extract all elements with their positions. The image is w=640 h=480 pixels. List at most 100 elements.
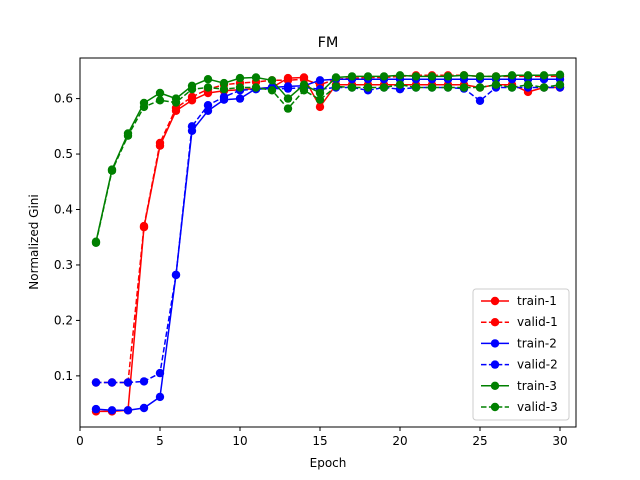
y-tick-label: 0.2: [54, 313, 73, 327]
data-point: [555, 80, 565, 89]
data-point: [427, 72, 437, 81]
x-tick-label: 10: [232, 434, 247, 448]
data-point: [267, 86, 277, 95]
x-tick-label: 0: [76, 434, 84, 448]
data-point: [459, 83, 469, 92]
legend-marker: [490, 402, 500, 412]
data-point: [379, 72, 389, 81]
legend-label: train-2: [517, 336, 557, 350]
data-point: [539, 83, 549, 92]
legend-label: train-3: [517, 379, 557, 393]
data-point: [91, 378, 101, 387]
data-point: [395, 71, 405, 80]
data-point: [347, 72, 357, 81]
data-point: [219, 85, 229, 94]
data-point: [475, 72, 485, 81]
legend-marker: [490, 360, 500, 369]
data-point: [235, 83, 245, 92]
data-point: [539, 71, 549, 80]
data-point: [235, 94, 245, 103]
y-tick-label: 0.3: [54, 258, 73, 272]
data-point: [203, 75, 213, 84]
data-point: [155, 392, 165, 402]
legend-label: valid-1: [517, 315, 558, 329]
data-point: [555, 70, 565, 79]
data-point: [363, 83, 373, 92]
data-point: [187, 85, 197, 94]
x-axis-label: Epoch: [310, 456, 347, 470]
data-point: [123, 378, 133, 387]
x-tick-label: 30: [552, 434, 567, 448]
data-point: [331, 82, 341, 91]
data-point: [475, 96, 485, 106]
series-valid-3: [91, 80, 565, 247]
data-point: [155, 138, 165, 148]
data-point: [459, 71, 469, 80]
y-tick-label: 0.5: [54, 147, 73, 161]
data-point: [363, 72, 373, 81]
legend-label: valid-2: [517, 358, 558, 372]
data-point: [171, 98, 181, 107]
data-point: [107, 406, 117, 415]
data-point: [155, 96, 165, 105]
data-point: [219, 78, 229, 88]
data-point: [507, 71, 517, 80]
data-point: [475, 83, 485, 92]
y-tick-label: 0.4: [54, 203, 73, 217]
data-point: [507, 83, 517, 92]
data-point: [315, 95, 325, 104]
data-point: [251, 73, 261, 82]
data-point: [411, 72, 421, 81]
data-point: [315, 102, 325, 112]
data-point: [299, 86, 309, 95]
data-point: [411, 83, 421, 92]
data-point: [171, 270, 181, 280]
data-point: [203, 101, 213, 110]
x-tick-label: 20: [392, 434, 407, 448]
data-point: [251, 83, 261, 92]
plot-area: [91, 70, 565, 416]
data-point: [427, 83, 437, 92]
x-tick-label: 15: [312, 434, 327, 448]
data-point: [203, 83, 213, 92]
data-point: [123, 131, 133, 140]
data-point: [283, 76, 293, 85]
data-point: [267, 76, 277, 85]
data-point: [187, 92, 197, 102]
data-point: [155, 88, 165, 98]
data-point: [283, 104, 293, 113]
legend-marker: [490, 318, 500, 327]
data-point: [523, 80, 533, 89]
data-point: [123, 406, 133, 415]
data-point: [219, 92, 229, 102]
data-point: [491, 80, 501, 89]
data-point: [107, 378, 117, 387]
data-point: [331, 73, 341, 82]
plot-frame: [79, 57, 577, 428]
data-point: [315, 88, 325, 98]
data-point: [139, 403, 149, 413]
data-point: [315, 76, 325, 85]
legend: train-1 valid-1 train-2 valid-2 train-3 valid…: [472, 288, 570, 421]
legend-label: valid-3: [517, 400, 558, 414]
legend-label: train-1: [517, 294, 557, 308]
data-point: [235, 73, 245, 83]
x-tick-label: 5: [156, 434, 164, 448]
legend-marker: [490, 339, 500, 348]
data-point: [107, 166, 117, 175]
chart-title: FM: [318, 35, 339, 51]
data-point: [139, 221, 149, 231]
data-point: [187, 122, 197, 131]
legend-marker: [490, 296, 500, 306]
data-point: [523, 71, 533, 80]
data-point: [347, 83, 357, 92]
data-point: [283, 84, 293, 93]
y-axis-label: Normalized Gini: [27, 194, 41, 289]
data-point: [91, 404, 101, 414]
data-point: [443, 72, 453, 81]
data-point: [91, 238, 101, 247]
data-point: [155, 368, 165, 378]
x-tick-label: 25: [472, 434, 487, 448]
data-point: [443, 83, 453, 92]
